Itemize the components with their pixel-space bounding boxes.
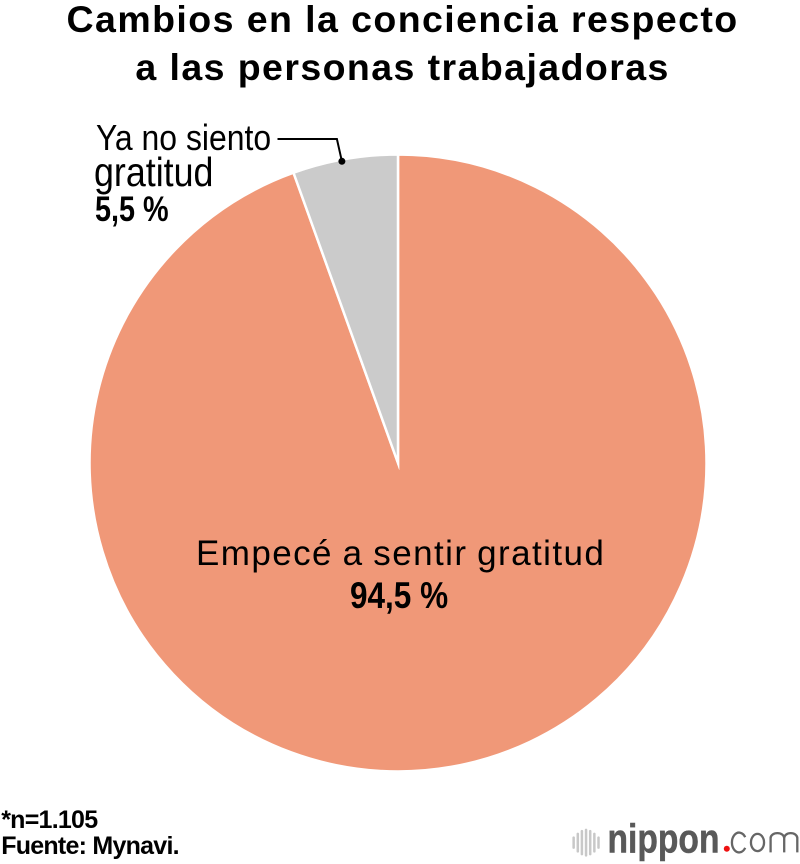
svg-text:nippon: nippon	[608, 816, 720, 862]
